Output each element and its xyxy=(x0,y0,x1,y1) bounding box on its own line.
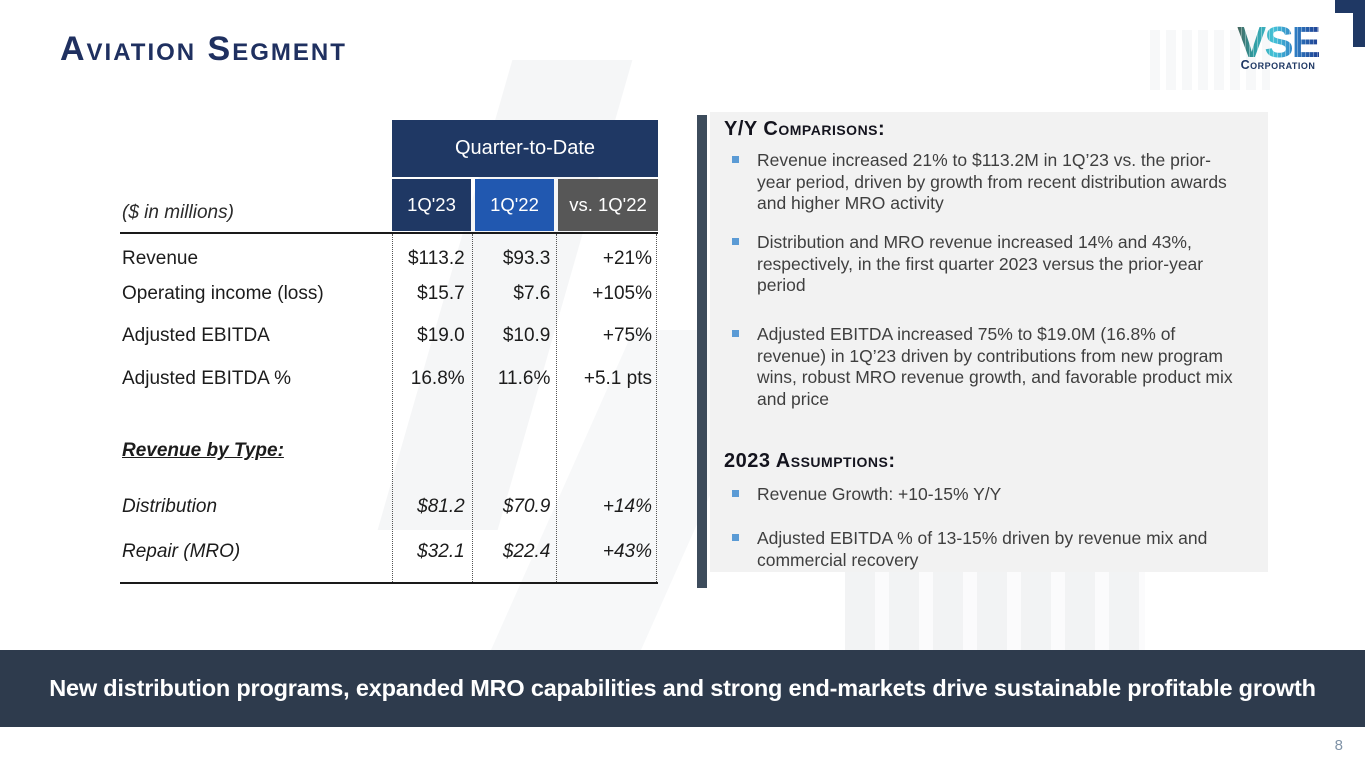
page-title: Aviation Segment xyxy=(60,30,347,68)
row-label: Adjusted EBITDA % xyxy=(122,368,291,389)
column-header-1q22: 1Q'22 xyxy=(475,179,554,231)
column-divider xyxy=(472,234,473,582)
row-value-vs: +105% xyxy=(592,283,652,304)
vse-logo-subtitle: Corporation xyxy=(1240,58,1316,72)
row-value-1q23: 16.8% xyxy=(410,368,465,389)
row-value-1q23: $113.2 xyxy=(407,248,465,269)
row-value-1q22: $7.6 xyxy=(513,283,551,304)
background-watermark-stripes xyxy=(845,572,1145,650)
units-label: ($ in millions) xyxy=(122,202,234,223)
bullet-square-icon xyxy=(732,490,739,497)
row-label: Repair (MRO) xyxy=(122,541,241,562)
panel-accent-bar xyxy=(697,115,707,588)
row-value-1q23: $19.0 xyxy=(417,325,465,346)
row-value-1q22: 11.6% xyxy=(497,368,551,389)
column-divider xyxy=(556,234,557,582)
list-item: Adjusted EBITDA increased 75% to $19.0M … xyxy=(710,324,1254,410)
vse-logo-wordmark: VSE xyxy=(1236,18,1320,67)
row-label: Revenue xyxy=(122,248,199,269)
corner-decoration xyxy=(1335,0,1365,47)
section-label: Revenue by Type: xyxy=(122,440,284,461)
row-label: Adjusted EBITDA xyxy=(122,325,270,346)
financial-table: Quarter-to-Date 1Q'23 1Q'22 vs. 1Q'22 ($… xyxy=(120,120,658,584)
row-value-vs: +43% xyxy=(602,541,652,562)
table-row: Revenue $113.2 $93.3 +21% xyxy=(120,246,658,272)
bullet-square-icon xyxy=(732,330,739,337)
column-header-1q23: 1Q'23 xyxy=(392,179,471,231)
row-label: Operating income (loss) xyxy=(122,283,324,304)
bullet-text: Adjusted EBITDA % of 13-15% driven by re… xyxy=(757,528,1208,570)
row-value-1q23: $15.7 xyxy=(417,283,465,304)
row-value-1q23: $32.1 xyxy=(417,541,465,562)
table-row: Adjusted EBITDA $19.0 $10.9 +75% xyxy=(120,323,658,349)
list-item: Revenue Growth: +10-15% Y/Y xyxy=(710,484,1254,506)
row-value-vs: +14% xyxy=(602,496,652,517)
row-value-1q23: $81.2 xyxy=(417,496,465,517)
bullet-square-icon xyxy=(732,534,739,541)
row-value-vs: +5.1 pts xyxy=(583,368,652,389)
takeaway-banner: New distribution programs, expanded MRO … xyxy=(0,650,1365,727)
table-row: Operating income (loss) $15.7 $7.6 +105% xyxy=(120,281,658,307)
table-group-header: Quarter-to-Date xyxy=(392,120,658,177)
comparisons-heading: Y/Y Comparisons: xyxy=(724,118,886,140)
bullet-text: Revenue increased 21% to $113.2M in 1Q’2… xyxy=(757,150,1227,213)
table-body: Revenue $113.2 $93.3 +21% Operating inco… xyxy=(120,232,658,584)
takeaway-text: New distribution programs, expanded MRO … xyxy=(49,675,1316,701)
list-item: Distribution and MRO revenue increased 1… xyxy=(710,232,1254,297)
bullet-text: Adjusted EBITDA increased 75% to $19.0M … xyxy=(757,324,1233,409)
table-row: Repair (MRO) $32.1 $22.4 +43% xyxy=(120,539,658,565)
column-divider xyxy=(392,234,393,582)
column-divider xyxy=(656,234,657,582)
table-row: Adjusted EBITDA % 16.8% 11.6% +5.1 pts xyxy=(120,366,658,392)
page-number: 8 xyxy=(1334,737,1343,754)
list-item: Revenue increased 21% to $113.2M in 1Q’2… xyxy=(710,150,1254,215)
vse-logo: VSE Corporation xyxy=(1219,24,1337,72)
list-item: Adjusted EBITDA % of 13-15% driven by re… xyxy=(710,528,1254,571)
assumptions-heading: 2023 Assumptions: xyxy=(724,450,896,472)
row-value-1q22: $22.4 xyxy=(502,541,551,562)
row-label: Distribution xyxy=(122,496,218,517)
bullet-text: Distribution and MRO revenue increased 1… xyxy=(757,232,1204,295)
table-row: Distribution $81.2 $70.9 +14% xyxy=(120,494,658,520)
bullet-square-icon xyxy=(732,156,739,163)
table-section-row: Revenue by Type: xyxy=(120,438,658,464)
commentary-panel: Y/Y Comparisons: Revenue increased 21% t… xyxy=(710,112,1268,572)
row-value-vs: +21% xyxy=(602,248,652,269)
column-header-vs-1q22: vs. 1Q'22 xyxy=(558,179,658,231)
row-value-vs: +75% xyxy=(602,325,652,346)
row-value-1q22: $70.9 xyxy=(502,496,551,517)
row-value-1q22: $93.3 xyxy=(502,248,551,269)
bullet-text: Revenue Growth: +10-15% Y/Y xyxy=(757,484,1002,504)
row-value-1q22: $10.9 xyxy=(502,325,551,346)
bullet-square-icon xyxy=(732,238,739,245)
